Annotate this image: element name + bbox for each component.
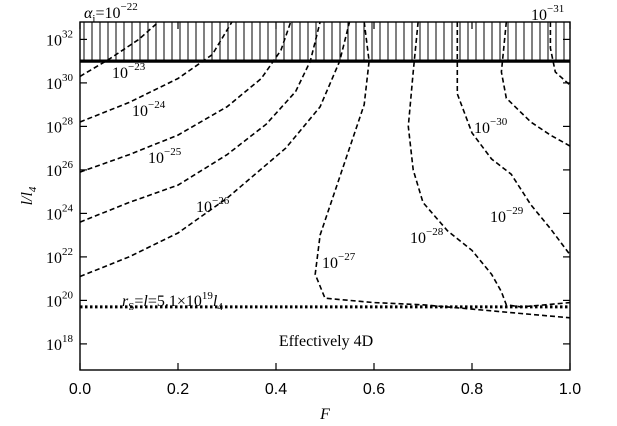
contour-label-exp-8: −30 [490, 116, 508, 128]
lb-exp: 19 [202, 290, 214, 302]
y-tick-base-6: 10 [46, 76, 62, 93]
y-tick-exp-4: 26 [62, 159, 74, 171]
contour-label-9: 10−31 [531, 3, 564, 24]
contour-label-exp-5: −27 [338, 251, 356, 263]
alpha-eq: = [95, 5, 104, 22]
contour-label-exp-4: −26 [212, 195, 230, 207]
alpha-symbol: α [84, 5, 93, 22]
contour-label-base-5: 10 [322, 255, 338, 272]
y-tick-label-6: 1030 [46, 72, 74, 93]
x-axis-title: F [319, 406, 330, 423]
contour-label-base-3: 10 [148, 150, 164, 167]
contour-label-base-4: 10 [196, 199, 212, 216]
contour-label-exp-2: −24 [148, 99, 166, 111]
x-tick-label-3: 0.6 [363, 381, 385, 398]
y-tick-exp-1: 20 [62, 289, 74, 301]
contour-line-6 [407, 22, 570, 308]
lower-bound-label: rS=l=5.1×1019l4 [122, 290, 223, 313]
y-axis-title: l/l4 [19, 186, 39, 205]
contour-label-6: 10−28 [410, 226, 444, 247]
y-tick-base-7: 10 [46, 32, 62, 49]
y-tick-base-2: 10 [46, 250, 62, 267]
x-tick-label-4: 0.8 [461, 381, 483, 398]
contour-label-5: 10−27 [322, 251, 356, 272]
y-tick-exp-2: 22 [62, 246, 73, 258]
y-tick-label-3: 1024 [46, 202, 74, 223]
contour-label-1: 10−23 [112, 61, 146, 82]
contour-label-exp-7: −29 [506, 205, 524, 217]
contour-label-base-0: 10 [105, 5, 121, 22]
contour-label-base-8: 10 [474, 120, 490, 137]
contour-label-3: 10−25 [148, 146, 182, 167]
y-axis-title-main: l/l [19, 192, 36, 206]
y-tick-base-4: 10 [46, 163, 62, 180]
x-tick-labels: 0.0 0.2 0.4 0.6 0.8 1.0 [69, 381, 581, 398]
contour-label-0: αi=10−22 [84, 1, 138, 25]
boundary-lines [80, 59, 570, 309]
contour-label-base-2: 10 [132, 103, 148, 120]
contour-label-exp-1: −23 [128, 61, 146, 73]
contour-label-base-6: 10 [410, 230, 426, 247]
lb-l: l [143, 293, 148, 310]
y-tick-label-7: 1032 [46, 28, 73, 49]
y-tick-label-4: 1026 [46, 159, 74, 180]
contour-label-8: 10−30 [474, 116, 508, 137]
axis-ticks [79, 22, 571, 370]
contour-label-exp-0: −22 [121, 1, 138, 13]
contour-line-2 [80, 22, 292, 173]
contour-label-4: 10−26 [196, 195, 230, 216]
y-tick-exp-3: 24 [62, 202, 74, 214]
lb-lhs: r [122, 293, 129, 310]
x-tick-label-2: 0.4 [265, 381, 287, 398]
y-tick-label-0: 1018 [46, 333, 74, 354]
contour-label-exp-6: −28 [426, 226, 444, 238]
contour-label-7: 10−29 [490, 205, 524, 226]
contour-lines [80, 22, 570, 319]
contour-labels: αi=10−2210−2310−2410−2510−2610−2710−2810… [84, 1, 564, 272]
contour-line-0 [80, 22, 159, 78]
y-tick-base-0: 10 [46, 337, 62, 354]
contour-line-3 [80, 22, 321, 223]
contour-label-exp-9: −31 [547, 3, 564, 15]
contour-line-7 [456, 22, 570, 256]
contour-line-8 [500, 22, 570, 147]
contour-line-4 [80, 22, 351, 278]
contour-label-base-7: 10 [490, 209, 506, 226]
y-tick-base-5: 10 [46, 119, 62, 136]
contour-label-exp-3: −25 [164, 146, 182, 158]
x-tick-label-1: 0.2 [167, 381, 189, 398]
lb-value: =5.1×10 [148, 293, 202, 310]
y-tick-label-2: 1022 [46, 246, 73, 267]
excluded-region [80, 22, 570, 62]
contour-line-9 [549, 22, 570, 86]
contour-label-base-1: 10 [112, 65, 128, 82]
y-tick-exp-7: 32 [62, 28, 73, 40]
contour-line-5 [314, 22, 570, 319]
y-axis-title-sub: 4 [27, 186, 39, 192]
alpha-sub: i [92, 13, 95, 25]
y-tick-base-3: 10 [46, 206, 62, 223]
lb-lhs-sub: S [128, 301, 134, 313]
plot-frame [79, 21, 571, 371]
contour-line-1 [80, 22, 233, 123]
region-label: Effectively 4D [279, 333, 373, 350]
y-tick-label-5: 1028 [46, 115, 74, 136]
y-tick-exp-0: 18 [62, 333, 74, 345]
y-tick-label-1: 1020 [46, 289, 74, 310]
contour-label-base-9: 10 [531, 7, 547, 24]
y-tick-exp-6: 30 [62, 72, 74, 84]
x-tick-label-5: 1.0 [559, 381, 581, 398]
hatched-region [80, 22, 570, 62]
lb-eq: = [134, 293, 143, 310]
contour-label-2: 10−24 [132, 99, 166, 120]
y-tick-exp-5: 28 [62, 115, 74, 127]
lb-unit: l [213, 293, 218, 310]
x-tick-label-0: 0.0 [69, 381, 91, 398]
lb-unit-sub: 4 [217, 301, 223, 313]
y-tick-base-1: 10 [46, 293, 62, 310]
